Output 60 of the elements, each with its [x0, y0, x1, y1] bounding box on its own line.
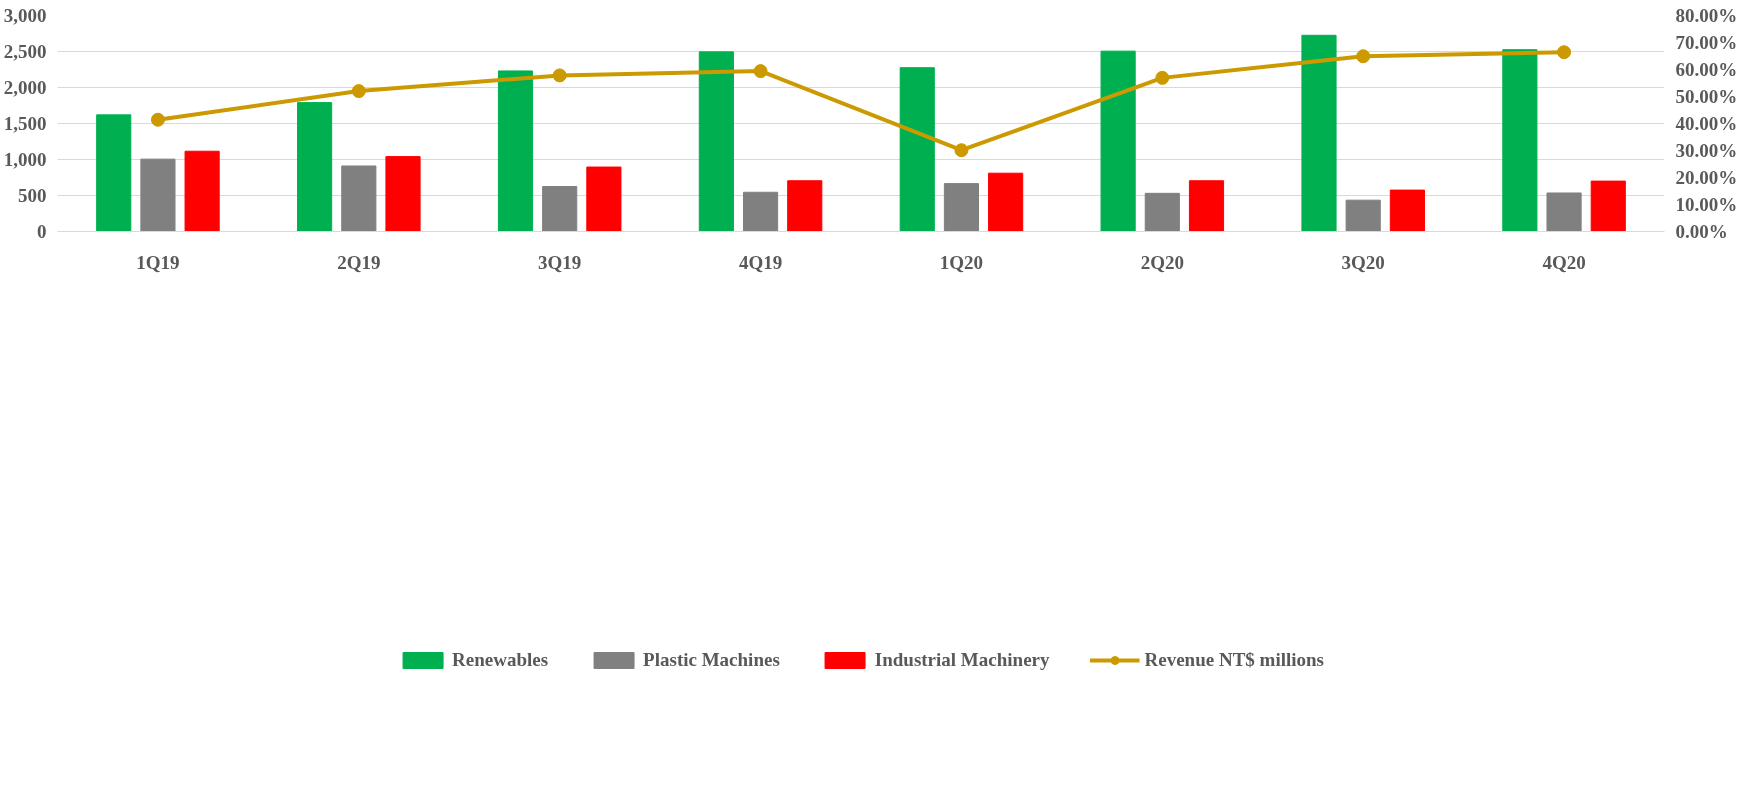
bar: [586, 166, 622, 232]
x-tick-label: 1Q20: [939, 251, 984, 273]
bar: [385, 156, 421, 232]
x-tick-label: 3Q19: [538, 251, 582, 273]
legend-label: Renewables: [452, 648, 549, 671]
y2-tick-label: 30.00%: [1675, 140, 1738, 161]
y2-tick-label: 60.00%: [1675, 59, 1738, 80]
point: [351, 84, 366, 99]
x-tick-label: 1Q19: [136, 251, 180, 273]
y2-tick-label: 70.00%: [1675, 32, 1738, 53]
bar: [787, 180, 823, 232]
bar: [1389, 189, 1425, 232]
y2-tick-label: 10.00%: [1675, 194, 1738, 215]
bar: [1188, 180, 1225, 232]
point: [1356, 49, 1371, 64]
legend-label: Industrial Machinery: [874, 648, 1050, 671]
point: [1155, 70, 1170, 85]
y-tick-label: 2,000: [3, 77, 47, 98]
y-tick-label: 1,000: [3, 149, 47, 170]
bar: [497, 70, 534, 232]
y2-tick-label: 20.00%: [1675, 167, 1738, 188]
point: [753, 64, 768, 79]
y-tick-label: 500: [18, 185, 47, 206]
bar: [1144, 192, 1180, 232]
bar: [1502, 49, 1538, 232]
bar: [96, 114, 132, 232]
x-tick-label: 4Q20: [1542, 251, 1586, 273]
y2-tick-label: 80.00%: [1675, 5, 1738, 26]
x-tick-label: 3Q20: [1341, 251, 1385, 273]
point: [150, 112, 165, 127]
bar: [1590, 180, 1626, 232]
bar: [1345, 199, 1381, 232]
bar: [140, 158, 176, 232]
bar: [184, 150, 220, 232]
y-tick-label: 1,500: [3, 113, 47, 134]
bar: [899, 67, 935, 232]
bar: [1100, 50, 1136, 232]
x-tick-label: 2Q20: [1140, 251, 1184, 273]
bar: [698, 51, 734, 232]
bar: [943, 183, 980, 232]
y2-tick-label: 0.00%: [1675, 221, 1728, 242]
legend-label: Plastic Machines: [643, 648, 780, 671]
bar: [297, 102, 333, 232]
point: [552, 68, 567, 83]
bar: [542, 186, 578, 232]
y-tick-label: 0: [37, 221, 47, 242]
bar: [341, 165, 377, 232]
x-tick-label: 4Q19: [738, 251, 783, 273]
point: [1557, 45, 1572, 60]
bar: [742, 191, 779, 232]
bar: [1546, 192, 1582, 232]
y2-tick-label: 50.00%: [1675, 86, 1738, 107]
y-tick-label: 2,500: [3, 41, 47, 62]
x-tick-label: 2Q19: [337, 251, 381, 273]
point: [954, 143, 969, 158]
y-tick-label: 3,000: [3, 5, 47, 26]
y2-tick-label: 40.00%: [1675, 113, 1738, 134]
bar: [1301, 34, 1337, 232]
legend-label: Revenue NT$ millions: [1144, 648, 1324, 671]
bar: [988, 172, 1024, 232]
